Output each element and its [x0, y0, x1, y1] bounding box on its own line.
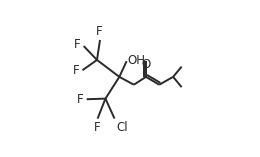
Text: F: F [94, 121, 101, 134]
Text: F: F [77, 93, 83, 106]
Text: OH: OH [127, 54, 145, 67]
Text: F: F [73, 64, 80, 77]
Text: Cl: Cl [116, 121, 128, 134]
Text: F: F [74, 38, 81, 51]
Text: F: F [95, 25, 102, 38]
Text: O: O [141, 59, 151, 71]
